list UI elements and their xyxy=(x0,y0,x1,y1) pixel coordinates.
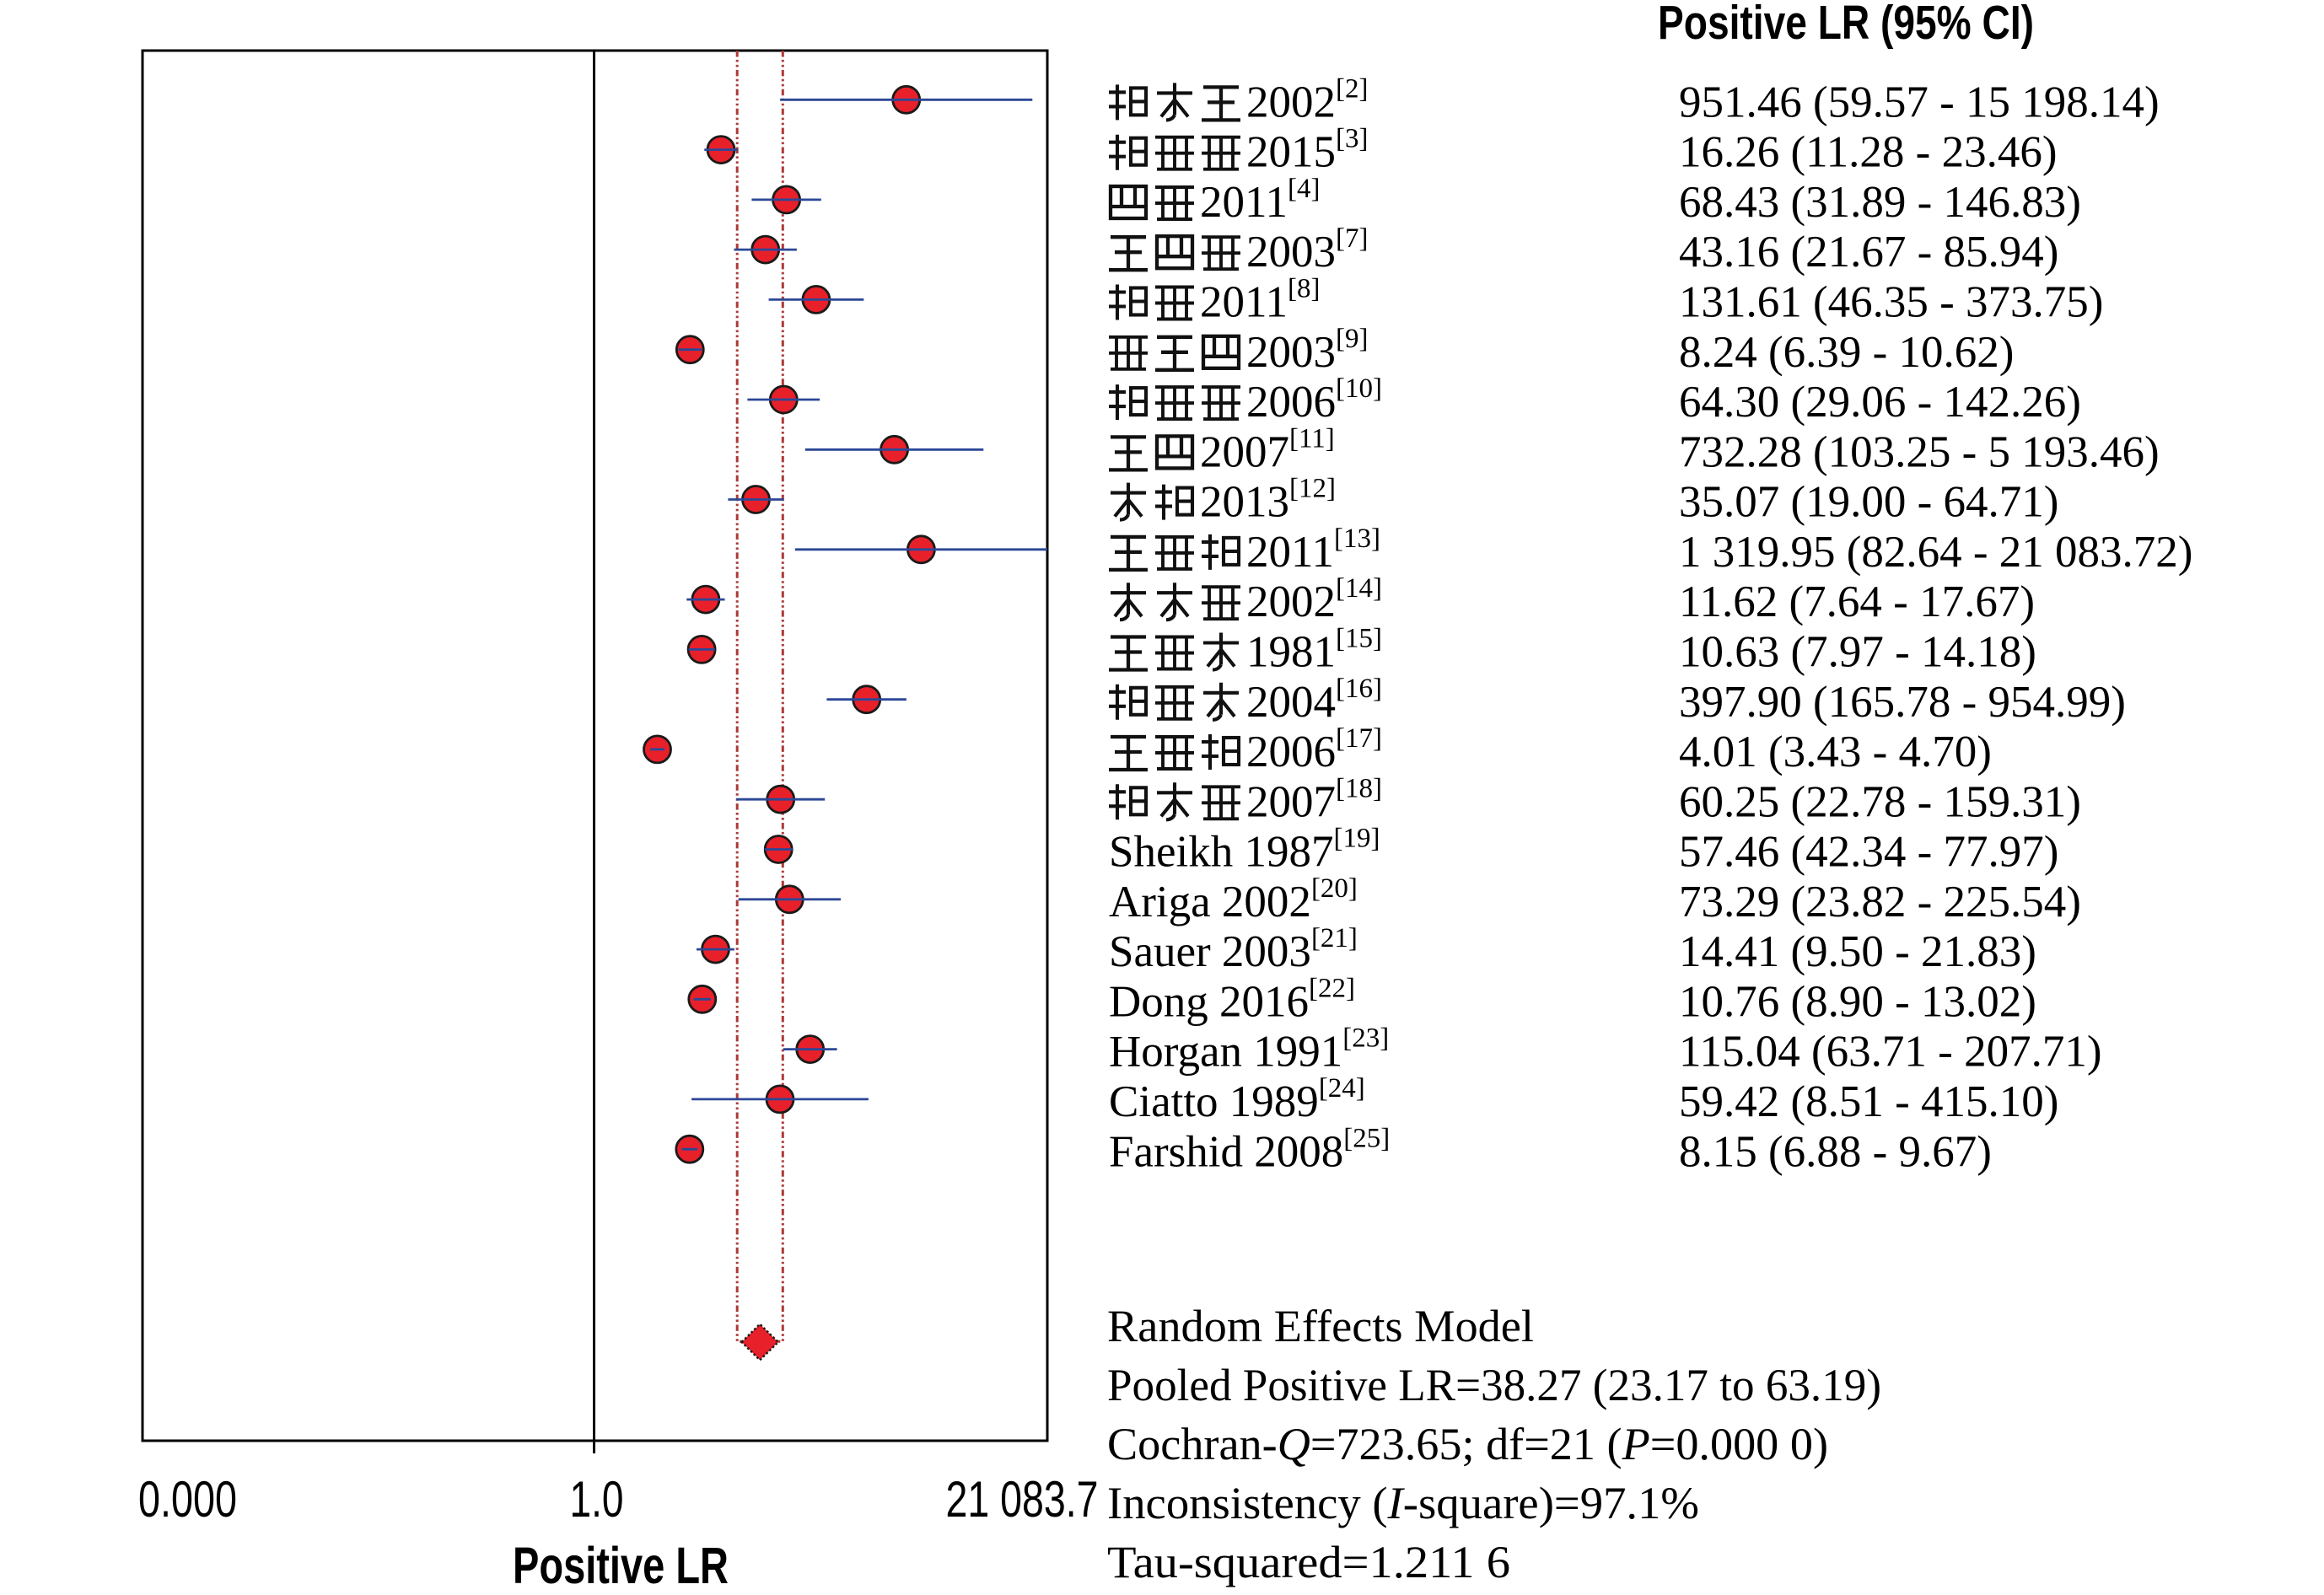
svg-text:2007[11]: 2007[11] xyxy=(1200,423,1335,476)
svg-text:951.46 (59.57 - 15 198.14): 951.46 (59.57 - 15 198.14) xyxy=(1679,78,2160,126)
svg-text:21 083.7: 21 083.7 xyxy=(946,1471,1099,1528)
svg-text:Inconsistency (I-square)=97.1%: Inconsistency (I-square)=97.1% xyxy=(1107,1478,1699,1528)
svg-text:115.04 (63.71 - 207.71): 115.04 (63.71 - 207.71) xyxy=(1679,1028,2101,1077)
svg-text:Ariga 2002[20]: Ariga 2002[20] xyxy=(1109,873,1358,926)
svg-text:10.76 (8.90 - 13.02): 10.76 (8.90 - 13.02) xyxy=(1679,977,2036,1026)
svg-text:43.16 (21.67 - 85.94): 43.16 (21.67 - 85.94) xyxy=(1679,228,2058,277)
svg-text:11.62 (7.64 - 17.67): 11.62 (7.64 - 17.67) xyxy=(1679,577,2035,626)
svg-text:68.43 (31.89 - 146.83): 68.43 (31.89 - 146.83) xyxy=(1679,178,2081,227)
svg-text:Farshid 2008[25]: Farshid 2008[25] xyxy=(1109,1123,1390,1176)
svg-text:Sheikh 1987[19]: Sheikh 1987[19] xyxy=(1109,824,1380,877)
svg-text:2006[17]: 2006[17] xyxy=(1246,723,1382,776)
svg-text:2003[7]: 2003[7] xyxy=(1246,223,1368,277)
svg-text:1.0: 1.0 xyxy=(570,1471,624,1528)
svg-text:10.63 (7.97 - 14.18): 10.63 (7.97 - 14.18) xyxy=(1679,628,2036,677)
svg-text:Sauer 2003[21]: Sauer 2003[21] xyxy=(1109,923,1358,976)
svg-text:2013[12]: 2013[12] xyxy=(1200,474,1336,527)
svg-text:2002[2]: 2002[2] xyxy=(1246,73,1368,126)
svg-text:2011[4]: 2011[4] xyxy=(1200,174,1321,227)
svg-text:2011[13]: 2011[13] xyxy=(1246,524,1380,577)
svg-text:2011[8]: 2011[8] xyxy=(1200,274,1321,327)
svg-text:4.01 (3.43 - 4.70): 4.01 (3.43 - 4.70) xyxy=(1679,728,1992,776)
svg-text:2015[3]: 2015[3] xyxy=(1246,124,1368,177)
svg-text:2002[14]: 2002[14] xyxy=(1246,573,1382,626)
svg-text:Pooled Positive LR=38.27 (23.1: Pooled Positive LR=38.27 (23.17 to 63.19… xyxy=(1107,1360,1881,1410)
svg-text:397.90 (165.78 - 954.99): 397.90 (165.78 - 954.99) xyxy=(1679,678,2126,727)
svg-text:35.07 (19.00 - 64.71): 35.07 (19.00 - 64.71) xyxy=(1679,478,2058,527)
svg-text:73.29 (23.82 - 225.54): 73.29 (23.82 - 225.54) xyxy=(1679,878,2081,926)
svg-text:Positive LR (95% CI): Positive LR (95% CI) xyxy=(1658,0,2034,50)
svg-text:2006[10]: 2006[10] xyxy=(1246,373,1382,427)
svg-text:16.26 (11.28 - 23.46): 16.26 (11.28 - 23.46) xyxy=(1679,128,2057,177)
svg-text:2004[16]: 2004[16] xyxy=(1246,674,1382,727)
svg-text:2007[18]: 2007[18] xyxy=(1246,773,1382,826)
svg-text:14.41 (9.50 - 21.83): 14.41 (9.50 - 21.83) xyxy=(1679,927,2036,976)
svg-text:131.61 (46.35 - 373.75): 131.61 (46.35 - 373.75) xyxy=(1679,278,2103,327)
svg-text:1 319.95 (82.64 - 21 083.72): 1 319.95 (82.64 - 21 083.72) xyxy=(1679,528,2192,577)
svg-text:Ciatto 1989[24]: Ciatto 1989[24] xyxy=(1109,1073,1365,1126)
svg-text:Horgan 1991[23]: Horgan 1991[23] xyxy=(1109,1023,1389,1077)
svg-text:Dong 2016[22]: Dong 2016[22] xyxy=(1109,973,1355,1026)
svg-text:Tau-squared=1.211 6: Tau-squared=1.211 6 xyxy=(1107,1537,1510,1587)
svg-text:8.15 (6.88 - 9.67): 8.15 (6.88 - 9.67) xyxy=(1679,1127,1992,1176)
svg-text:8.24 (6.39 - 10.62): 8.24 (6.39 - 10.62) xyxy=(1679,328,2014,377)
svg-text:2003[9]: 2003[9] xyxy=(1246,324,1368,377)
svg-text:64.30 (29.06 - 142.26): 64.30 (29.06 - 142.26) xyxy=(1679,378,2081,427)
svg-text:732.28 (103.25 - 5 193.46): 732.28 (103.25 - 5 193.46) xyxy=(1679,427,2160,476)
svg-text:1981[15]: 1981[15] xyxy=(1246,624,1382,677)
svg-text:Random Effects Model: Random Effects Model xyxy=(1107,1301,1534,1351)
svg-text:59.42 (8.51 - 415.10): 59.42 (8.51 - 415.10) xyxy=(1679,1077,2058,1126)
svg-text:60.25 (22.78 - 159.31): 60.25 (22.78 - 159.31) xyxy=(1679,777,2081,826)
svg-text:57.46 (42.34 - 77.97): 57.46 (42.34 - 77.97) xyxy=(1679,828,2058,877)
svg-text:Positive LR: Positive LR xyxy=(513,1537,729,1594)
svg-text:Cochran-Q=723.65; df=21 (P=0.0: Cochran-Q=723.65; df=21 (P=0.000 0) xyxy=(1107,1419,1828,1469)
svg-text:0.000: 0.000 xyxy=(138,1471,237,1528)
